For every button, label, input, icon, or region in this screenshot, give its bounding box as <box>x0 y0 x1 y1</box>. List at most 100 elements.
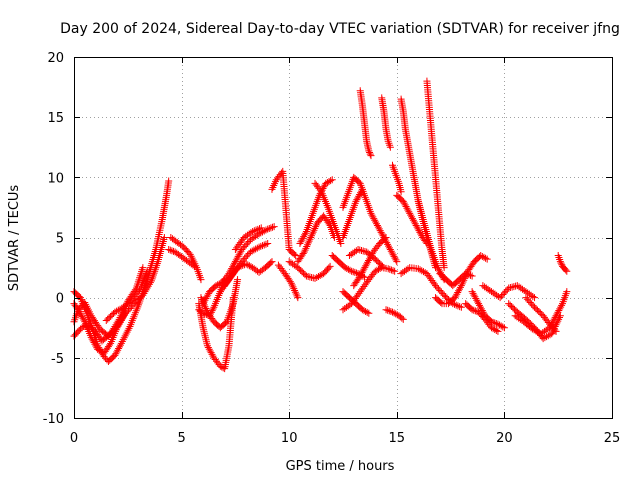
data-point <box>362 308 370 316</box>
data-point <box>290 250 298 258</box>
y-tick-label: 15 <box>47 111 64 126</box>
data-point <box>492 320 500 328</box>
data-point <box>462 270 470 278</box>
data-point <box>343 264 351 272</box>
data-point <box>267 224 275 232</box>
data-point <box>242 260 250 268</box>
data-point <box>325 264 333 272</box>
data-point <box>142 286 150 294</box>
data-point <box>458 280 466 288</box>
data-point <box>498 292 506 300</box>
x-tick-label: 10 <box>281 431 298 446</box>
data-point <box>241 254 249 262</box>
data-point <box>301 246 309 254</box>
data-point <box>341 264 349 272</box>
data-point <box>241 242 249 250</box>
data-point <box>257 242 265 250</box>
data-point <box>390 309 398 317</box>
series-trace-21 <box>328 252 369 281</box>
data-point <box>384 306 392 314</box>
data-point <box>208 307 216 315</box>
data-point <box>381 235 389 243</box>
series-trace-29 <box>378 94 394 151</box>
data-point <box>497 322 505 330</box>
data-point <box>300 248 308 256</box>
data-point <box>153 259 161 267</box>
data-point <box>212 282 220 290</box>
data-point <box>199 309 207 317</box>
data-point <box>467 271 475 279</box>
data-point <box>398 314 406 322</box>
data-point <box>119 312 127 320</box>
data-point <box>344 265 352 273</box>
data-point <box>563 288 571 296</box>
data-point <box>492 326 500 334</box>
data-point <box>385 307 393 315</box>
data-point <box>556 258 564 266</box>
data-point <box>239 244 247 252</box>
data-point <box>249 227 257 235</box>
data-point <box>558 301 566 309</box>
data-point <box>366 148 374 156</box>
data-point <box>197 276 205 284</box>
data-point <box>551 326 559 334</box>
data-point <box>238 246 246 254</box>
data-point <box>478 252 486 260</box>
data-point <box>306 235 314 243</box>
data-point <box>104 332 112 340</box>
data-point <box>197 294 205 302</box>
data-point <box>367 152 375 160</box>
x-tick-labels: 0 5 10 15 20 25 <box>70 431 620 446</box>
data-point <box>113 323 121 331</box>
data-point <box>328 176 336 184</box>
data-point <box>358 306 366 314</box>
x-tick-label: 0 <box>70 431 78 446</box>
data-point <box>528 300 536 308</box>
data-point <box>308 230 316 238</box>
data-points <box>70 77 571 373</box>
data-point <box>143 284 151 292</box>
data-point <box>457 282 465 290</box>
data-point <box>244 239 252 247</box>
data-point <box>140 289 148 297</box>
data-point <box>491 319 499 327</box>
x-tick-label: 15 <box>389 431 406 446</box>
data-point <box>288 281 296 289</box>
data-point <box>557 259 565 267</box>
data-point <box>366 150 374 158</box>
data-point <box>391 267 399 275</box>
data-point <box>307 234 315 241</box>
data-point <box>146 279 154 287</box>
data-point <box>259 242 267 250</box>
data-point <box>357 187 365 195</box>
y-tick-label: 10 <box>47 171 64 186</box>
data-point <box>268 258 276 266</box>
x-axis-label: GPS time / hours <box>286 459 395 474</box>
data-point <box>489 325 497 333</box>
data-point <box>432 282 440 290</box>
series-trace-20 <box>311 179 345 248</box>
data-point <box>393 258 401 266</box>
series-trace-15 <box>268 167 300 260</box>
data-point <box>522 294 530 302</box>
data-point <box>165 246 173 254</box>
data-point <box>115 319 123 327</box>
data-point <box>529 302 537 310</box>
series-trace-30 <box>388 161 405 196</box>
data-point <box>80 316 88 324</box>
data-point <box>165 177 173 185</box>
x-tick-label: 25 <box>604 431 621 446</box>
data-point <box>139 291 147 299</box>
x-tick-label: 20 <box>496 431 513 446</box>
data-point <box>135 286 143 294</box>
data-point <box>450 300 458 308</box>
data-point <box>387 266 395 274</box>
data-point <box>117 315 125 323</box>
x-tick-label: 5 <box>177 431 185 446</box>
data-point <box>439 290 447 298</box>
data-point <box>365 147 373 155</box>
data-point <box>308 232 316 240</box>
data-point <box>239 256 247 264</box>
data-point <box>244 261 252 269</box>
data-point <box>209 305 217 313</box>
